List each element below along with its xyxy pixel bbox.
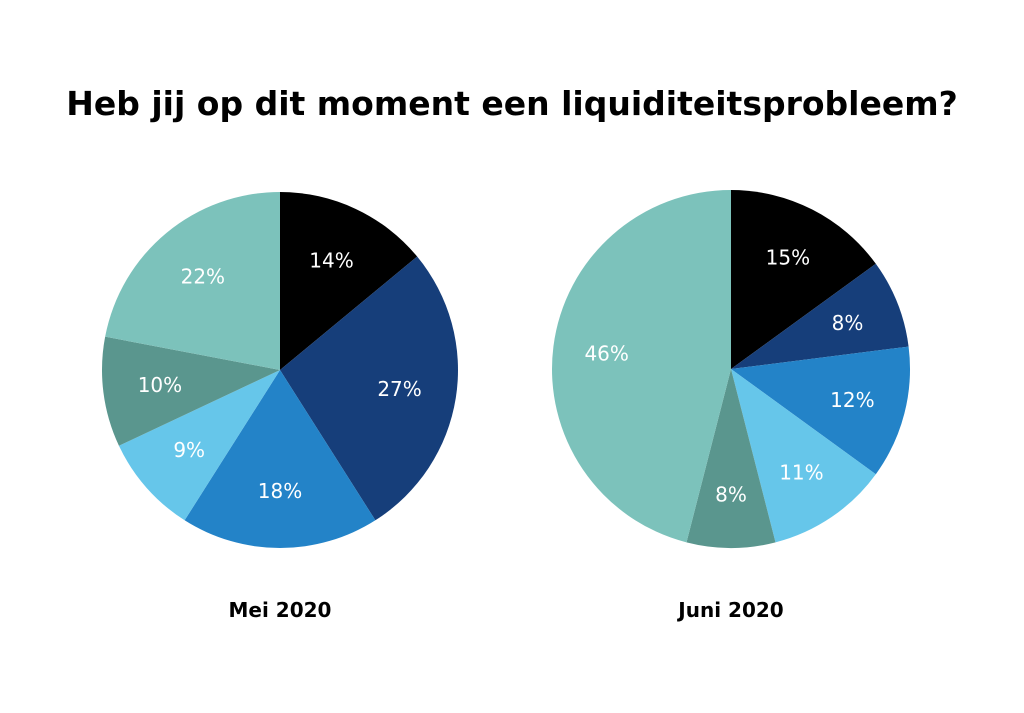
pie-chart-2: 15% 8% 12% 11% 8% 46% Juni 2020 (551, 190, 911, 622)
pie-slice (118, 370, 280, 521)
slice-label: 18% (258, 479, 302, 503)
chart-title: Heb jij op dit moment een liquiditeitspr… (66, 84, 958, 123)
slice-label: 8% (715, 482, 747, 506)
slice-label: 27% (377, 377, 421, 401)
slice-label: 10% (138, 373, 182, 397)
pie-chart-1: 14% 27% 18% 9% 10% 22% Mei 2020 (101, 192, 459, 622)
pie-slice (731, 190, 876, 369)
slice-label: 12% (830, 388, 874, 412)
slice-label: 22% (181, 265, 225, 289)
pie-slice (731, 263, 909, 369)
pie-slice (551, 190, 731, 543)
pie-slice (731, 369, 876, 543)
slice-label: 8% (832, 311, 864, 335)
pie-slice (280, 192, 418, 370)
slice-label: 9% (173, 438, 205, 462)
pie-slice (184, 370, 376, 548)
pie-slice (105, 192, 281, 370)
pie-slice (731, 346, 911, 475)
slice-label: 14% (309, 248, 353, 272)
slice-label: 11% (779, 461, 823, 485)
pie-slice (101, 336, 280, 446)
pie-slice (280, 256, 459, 521)
chart-caption: Juni 2020 (676, 598, 783, 622)
slice-label: 46% (584, 341, 628, 365)
pie-slice (686, 369, 776, 549)
slice-label: 15% (766, 245, 810, 269)
chart-caption: Mei 2020 (229, 598, 332, 622)
